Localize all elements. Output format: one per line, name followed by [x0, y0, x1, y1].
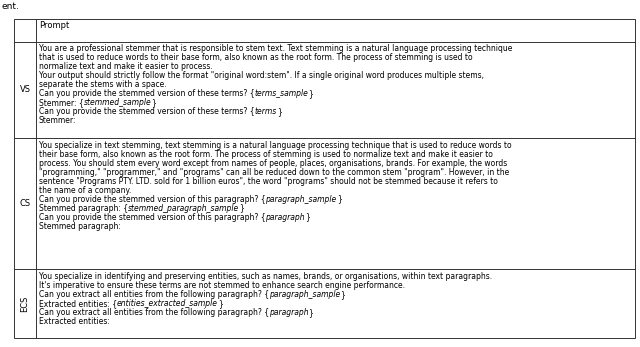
Text: process. You should stem every word except from names of people, places, organis: process. You should stem every word exce…: [39, 159, 507, 168]
Text: paragraph: paragraph: [269, 308, 308, 317]
Text: }: }: [305, 213, 310, 222]
Text: CS: CS: [19, 199, 31, 208]
Text: }: }: [276, 107, 282, 116]
Text: Stemmer:: Stemmer:: [39, 116, 76, 125]
Text: sentence "Programs PTY. LTD. sold for 1 billion euros", the word "programs" shou: sentence "Programs PTY. LTD. sold for 1 …: [39, 177, 498, 186]
Text: Can you provide the stemmed version of this paragraph? {: Can you provide the stemmed version of t…: [39, 195, 266, 204]
Text: stemmed_paragraph_sample: stemmed_paragraph_sample: [128, 204, 239, 213]
Text: Prompt: Prompt: [39, 21, 69, 30]
Text: }: }: [337, 195, 342, 204]
Text: terms: terms: [255, 107, 276, 116]
Text: normalize text and make it easier to process.: normalize text and make it easier to pro…: [39, 62, 212, 71]
Text: VS: VS: [19, 85, 31, 94]
Text: paragraph: paragraph: [266, 213, 305, 222]
Text: Can you extract all entities from the following paragraph? {: Can you extract all entities from the fo…: [39, 290, 269, 299]
Text: paragraph_sample: paragraph_sample: [269, 290, 340, 299]
Text: Can you provide the stemmed version of this paragraph? {: Can you provide the stemmed version of t…: [39, 213, 266, 222]
Text: You specialize in text stemming, text stemming is a natural language processing : You specialize in text stemming, text st…: [39, 141, 511, 150]
Text: Extracted entities: {: Extracted entities: {: [39, 299, 117, 308]
Text: that is used to reduce words to their base form, also known as the root form. Th: that is used to reduce words to their ba…: [39, 53, 472, 62]
Text: It's imperative to ensure these terms are not stemmed to enhance search engine p: It's imperative to ensure these terms ar…: [39, 281, 405, 290]
Text: stemmed_sample: stemmed_sample: [84, 98, 151, 107]
Text: their base form, also known as the root form. The process of stemming is used to: their base form, also known as the root …: [39, 150, 493, 159]
Text: }: }: [218, 299, 223, 308]
Text: }: }: [151, 98, 156, 107]
Text: terms_sample: terms_sample: [255, 89, 308, 98]
Text: Your output should strictly follow the format "original word:stem". If a single : Your output should strictly follow the f…: [39, 71, 484, 80]
Text: Stemmed paragraph: {: Stemmed paragraph: {: [39, 204, 128, 213]
Text: Stemmer: {: Stemmer: {: [39, 98, 84, 107]
Text: entities_extracted_sample: entities_extracted_sample: [117, 299, 218, 308]
Text: }: }: [308, 89, 313, 98]
Text: }: }: [308, 308, 314, 317]
Text: You are a professional stemmer that is responsible to stem text. Text stemming i: You are a professional stemmer that is r…: [39, 44, 512, 53]
Text: the name of a company.: the name of a company.: [39, 186, 131, 195]
Text: ECS: ECS: [20, 296, 29, 312]
Text: Stemmed paragraph:: Stemmed paragraph:: [39, 222, 121, 230]
Text: ent.: ent.: [2, 2, 20, 11]
Text: "programming," "programmer," and "programs" can all be reduced down to the commo: "programming," "programmer," and "progra…: [39, 168, 509, 177]
Text: paragraph_sample: paragraph_sample: [266, 195, 337, 204]
Text: }: }: [340, 290, 345, 299]
Text: Can you provide the stemmed version of these terms? {: Can you provide the stemmed version of t…: [39, 89, 255, 98]
Text: Can you extract all entities from the following paragraph? {: Can you extract all entities from the fo…: [39, 308, 269, 317]
Text: Can you provide the stemmed version of these terms? {: Can you provide the stemmed version of t…: [39, 107, 255, 116]
Text: }: }: [239, 204, 244, 213]
Text: You specialize in identifying and preserving entities, such as names, brands, or: You specialize in identifying and preser…: [39, 272, 492, 281]
Text: separate the stems with a space.: separate the stems with a space.: [39, 80, 166, 89]
Text: Extracted entities:: Extracted entities:: [39, 317, 109, 326]
